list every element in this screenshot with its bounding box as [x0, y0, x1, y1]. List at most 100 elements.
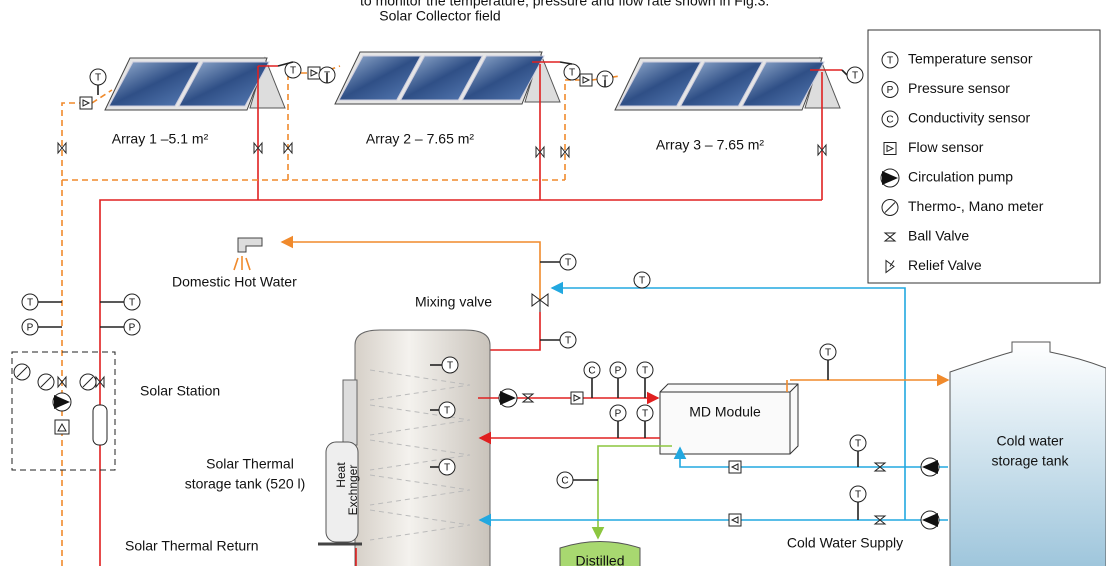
ball-valve	[535, 145, 545, 159]
flow-sensor	[307, 66, 321, 80]
ball-valve	[873, 515, 887, 525]
tank-label-1: Solar Thermal	[206, 456, 294, 472]
ball-valve	[883, 232, 897, 242]
ball-valve	[560, 145, 570, 159]
ball-valve	[253, 141, 263, 155]
flow-sensor	[579, 73, 593, 87]
md-module	[659, 383, 799, 455]
collector-panel	[679, 61, 764, 107]
hx-label-2: Exchnger	[346, 465, 360, 516]
sensor-letter: T	[855, 490, 861, 501]
sensor-letter: T	[444, 406, 450, 417]
sensor-letter: T	[290, 66, 296, 77]
meter-needle	[40, 376, 52, 388]
tank-label-2: storage tank (520 l)	[185, 476, 306, 492]
ball-valve	[873, 462, 887, 472]
flow-up	[57, 422, 67, 432]
legend-label: Conductivity sensor	[908, 110, 1031, 126]
storage-tank	[354, 329, 491, 566]
coil	[369, 439, 471, 471]
flow-arrow	[82, 99, 91, 107]
coil	[369, 404, 471, 436]
pump-arrow	[922, 460, 938, 474]
sensor-letter: T	[887, 56, 893, 67]
meter-needle	[16, 366, 28, 378]
flow-sensor	[728, 460, 742, 474]
sensor-letter: T	[444, 463, 450, 474]
distilled-tank	[559, 541, 641, 566]
pipe	[478, 312, 541, 351]
flow-sensor	[883, 142, 897, 155]
sensor	[881, 110, 899, 128]
cold-tank	[949, 341, 1106, 566]
collector-panel	[741, 61, 825, 107]
pipe	[280, 235, 541, 300]
coil	[369, 369, 471, 401]
cold-supply-label: Cold Water Supply	[787, 535, 903, 551]
flow-arrow	[582, 76, 591, 84]
md-label: MD Module	[689, 404, 761, 420]
legend-label: Temperature sensor	[908, 51, 1033, 67]
flow-arrow	[886, 144, 895, 153]
flow-arrow	[730, 516, 739, 524]
diagram-title: Solar Collector field	[379, 8, 500, 24]
collector-panel	[461, 55, 545, 101]
meter-needle	[82, 376, 94, 388]
coil	[369, 474, 471, 506]
sensor-letter: T	[639, 276, 645, 287]
flow-box	[54, 419, 70, 435]
pipe	[91, 89, 113, 104]
pipe	[287, 72, 308, 180]
collector-panel	[338, 55, 422, 101]
pump-arrow	[922, 513, 938, 527]
legend-label: Ball Valve	[908, 228, 969, 244]
array-label: Array 1 –5.1 m²	[112, 131, 209, 147]
faucet	[237, 237, 263, 253]
pump-arrow	[54, 395, 70, 409]
pump-arrow	[882, 171, 898, 185]
flow-arrow	[310, 69, 319, 77]
sensor-letter: T	[852, 71, 858, 82]
coil-pipe	[342, 379, 358, 446]
return-label: Solar Thermal Return	[125, 538, 259, 554]
flow-sensor	[79, 96, 93, 110]
legend-label: Relief Valve	[908, 257, 982, 273]
sensor-letter: P	[887, 85, 894, 96]
collector-panel	[178, 61, 270, 107]
ball-valve	[57, 141, 67, 155]
array-label: Array 2 – 7.65 m²	[366, 131, 474, 147]
legend-label: Circulation pump	[908, 169, 1013, 185]
dhw-label: Domestic Hot Water	[172, 274, 297, 290]
sensor-letter: T	[129, 298, 135, 309]
pipe	[245, 257, 251, 271]
sensor-letter: P	[27, 323, 34, 334]
sensor-letter: T	[447, 361, 453, 372]
sensor-letter: T	[95, 73, 101, 84]
sensor-letter: C	[588, 366, 595, 377]
legend-label: Thermo-, Mano meter	[908, 198, 1044, 214]
ball-valve	[95, 375, 105, 389]
legend-box	[867, 29, 1101, 284]
ball-valve	[283, 141, 293, 155]
sensor-letter: T	[825, 348, 831, 359]
flow-sensor	[728, 513, 742, 527]
sensor-letter: T	[855, 439, 861, 450]
sensor-letter: T	[565, 336, 571, 347]
heat-exchanger	[325, 441, 359, 543]
ball-valve	[57, 375, 67, 389]
flow-arrow	[573, 394, 582, 402]
mixing-valve	[531, 293, 549, 312]
sensor	[881, 51, 899, 69]
hx-label-1: Heat	[334, 462, 348, 488]
sensor-letter: T	[642, 366, 648, 377]
relief-valve	[885, 259, 895, 274]
collector-panel	[108, 61, 200, 107]
flow-arrow	[730, 463, 739, 471]
sensor-letter: P	[615, 409, 622, 420]
flow-sensor	[570, 391, 584, 405]
sensor-letter: T	[569, 68, 575, 79]
sensor-letter: C	[886, 115, 893, 126]
coil	[369, 509, 471, 541]
sensor-letter: T	[642, 409, 648, 420]
